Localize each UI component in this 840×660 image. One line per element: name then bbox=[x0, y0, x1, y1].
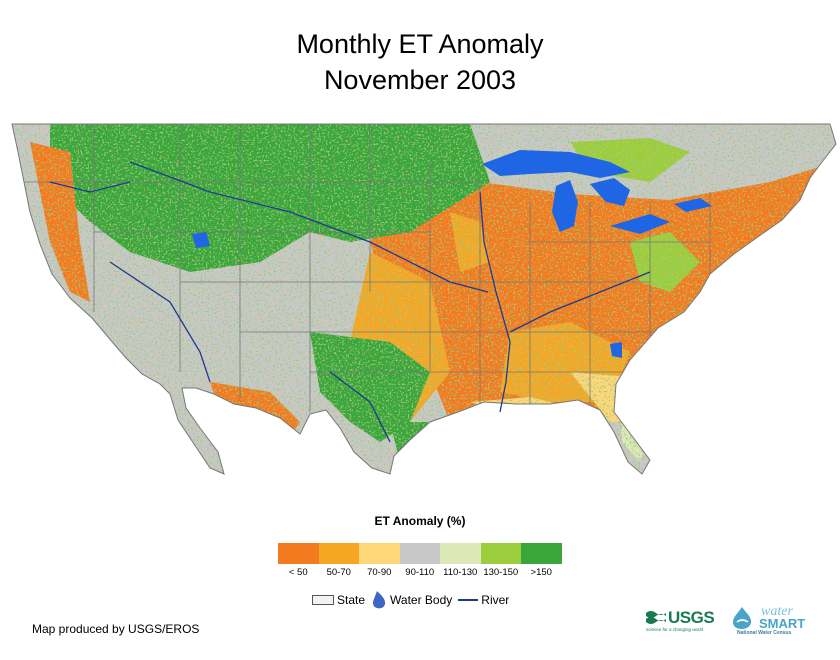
usgs-logo: USGS science for a changing world bbox=[646, 608, 726, 636]
map-credit: Map produced by USGS/EROS bbox=[32, 622, 200, 636]
lake-superior bbox=[482, 150, 630, 178]
watersmart-water: water bbox=[761, 604, 793, 619]
state-legend-label: State bbox=[337, 593, 366, 607]
legend-title: ET Anomaly (%) bbox=[374, 514, 466, 528]
legend-swatch-lt50 bbox=[278, 543, 319, 564]
river-symbol bbox=[458, 599, 479, 601]
state-boundaries bbox=[12, 124, 711, 422]
legend-label: >150 bbox=[530, 567, 552, 578]
map-title-line-2: November 2003 bbox=[323, 65, 517, 95]
et-anomaly-map bbox=[11, 123, 837, 475]
legend-label: 110-130 bbox=[443, 567, 478, 578]
legend-label: 70-90 bbox=[367, 567, 392, 578]
reference-legend: State Water Body River bbox=[312, 590, 515, 610]
river-rio-grande bbox=[329, 371, 391, 443]
legend-swatch-gt150 bbox=[521, 543, 562, 564]
watersmart-subtitle: National Water Census bbox=[737, 630, 792, 636]
rivers bbox=[49, 161, 651, 443]
usgs-wave-icon bbox=[646, 611, 666, 624]
legend-swatch-130-150 bbox=[480, 543, 521, 564]
water-drop-icon bbox=[733, 607, 752, 629]
state-symbol bbox=[312, 595, 334, 605]
usgs-tagline: science for a changing world bbox=[646, 627, 704, 632]
lake-erie bbox=[610, 214, 670, 234]
river-columbia bbox=[49, 181, 131, 193]
river-ohio bbox=[509, 271, 651, 333]
watersmart-smart: SMART bbox=[759, 616, 806, 631]
watersmart-logo: water SMART National Water Census bbox=[727, 604, 815, 638]
water-bodies bbox=[192, 150, 712, 358]
map-title-line-1: Monthly ET Anomaly bbox=[296, 29, 544, 59]
river-mississippi bbox=[479, 191, 511, 413]
legend-swatch-70-90 bbox=[359, 543, 400, 564]
great-salt-lake bbox=[192, 232, 210, 248]
water-body-icon bbox=[373, 591, 386, 609]
legend-labels: < 50 50-70 70-90 90-110 110-130 130-150 … bbox=[278, 567, 562, 578]
legend-label: 50-70 bbox=[326, 567, 351, 578]
legend-swatch-110-130 bbox=[440, 543, 481, 564]
river-missouri bbox=[129, 161, 489, 293]
lake-okeechobee bbox=[610, 342, 622, 358]
usgs-wordmark: USGS bbox=[668, 608, 715, 627]
legend-label: 90-110 bbox=[405, 567, 435, 578]
lake-huron bbox=[590, 178, 630, 206]
river-colorado bbox=[109, 261, 211, 383]
legend-label: 130-150 bbox=[483, 567, 519, 578]
map-land-fill bbox=[12, 124, 836, 474]
legend-swatch-90-110 bbox=[399, 543, 440, 564]
lake-ontario bbox=[674, 198, 712, 212]
lake-michigan bbox=[552, 180, 578, 232]
legend-color-bar bbox=[278, 543, 562, 564]
legend-label: < 50 bbox=[288, 567, 308, 578]
river-legend-label: River bbox=[481, 593, 510, 607]
legend-swatch-50-70 bbox=[318, 543, 359, 564]
water-body-legend-label: Water Body bbox=[390, 593, 453, 607]
